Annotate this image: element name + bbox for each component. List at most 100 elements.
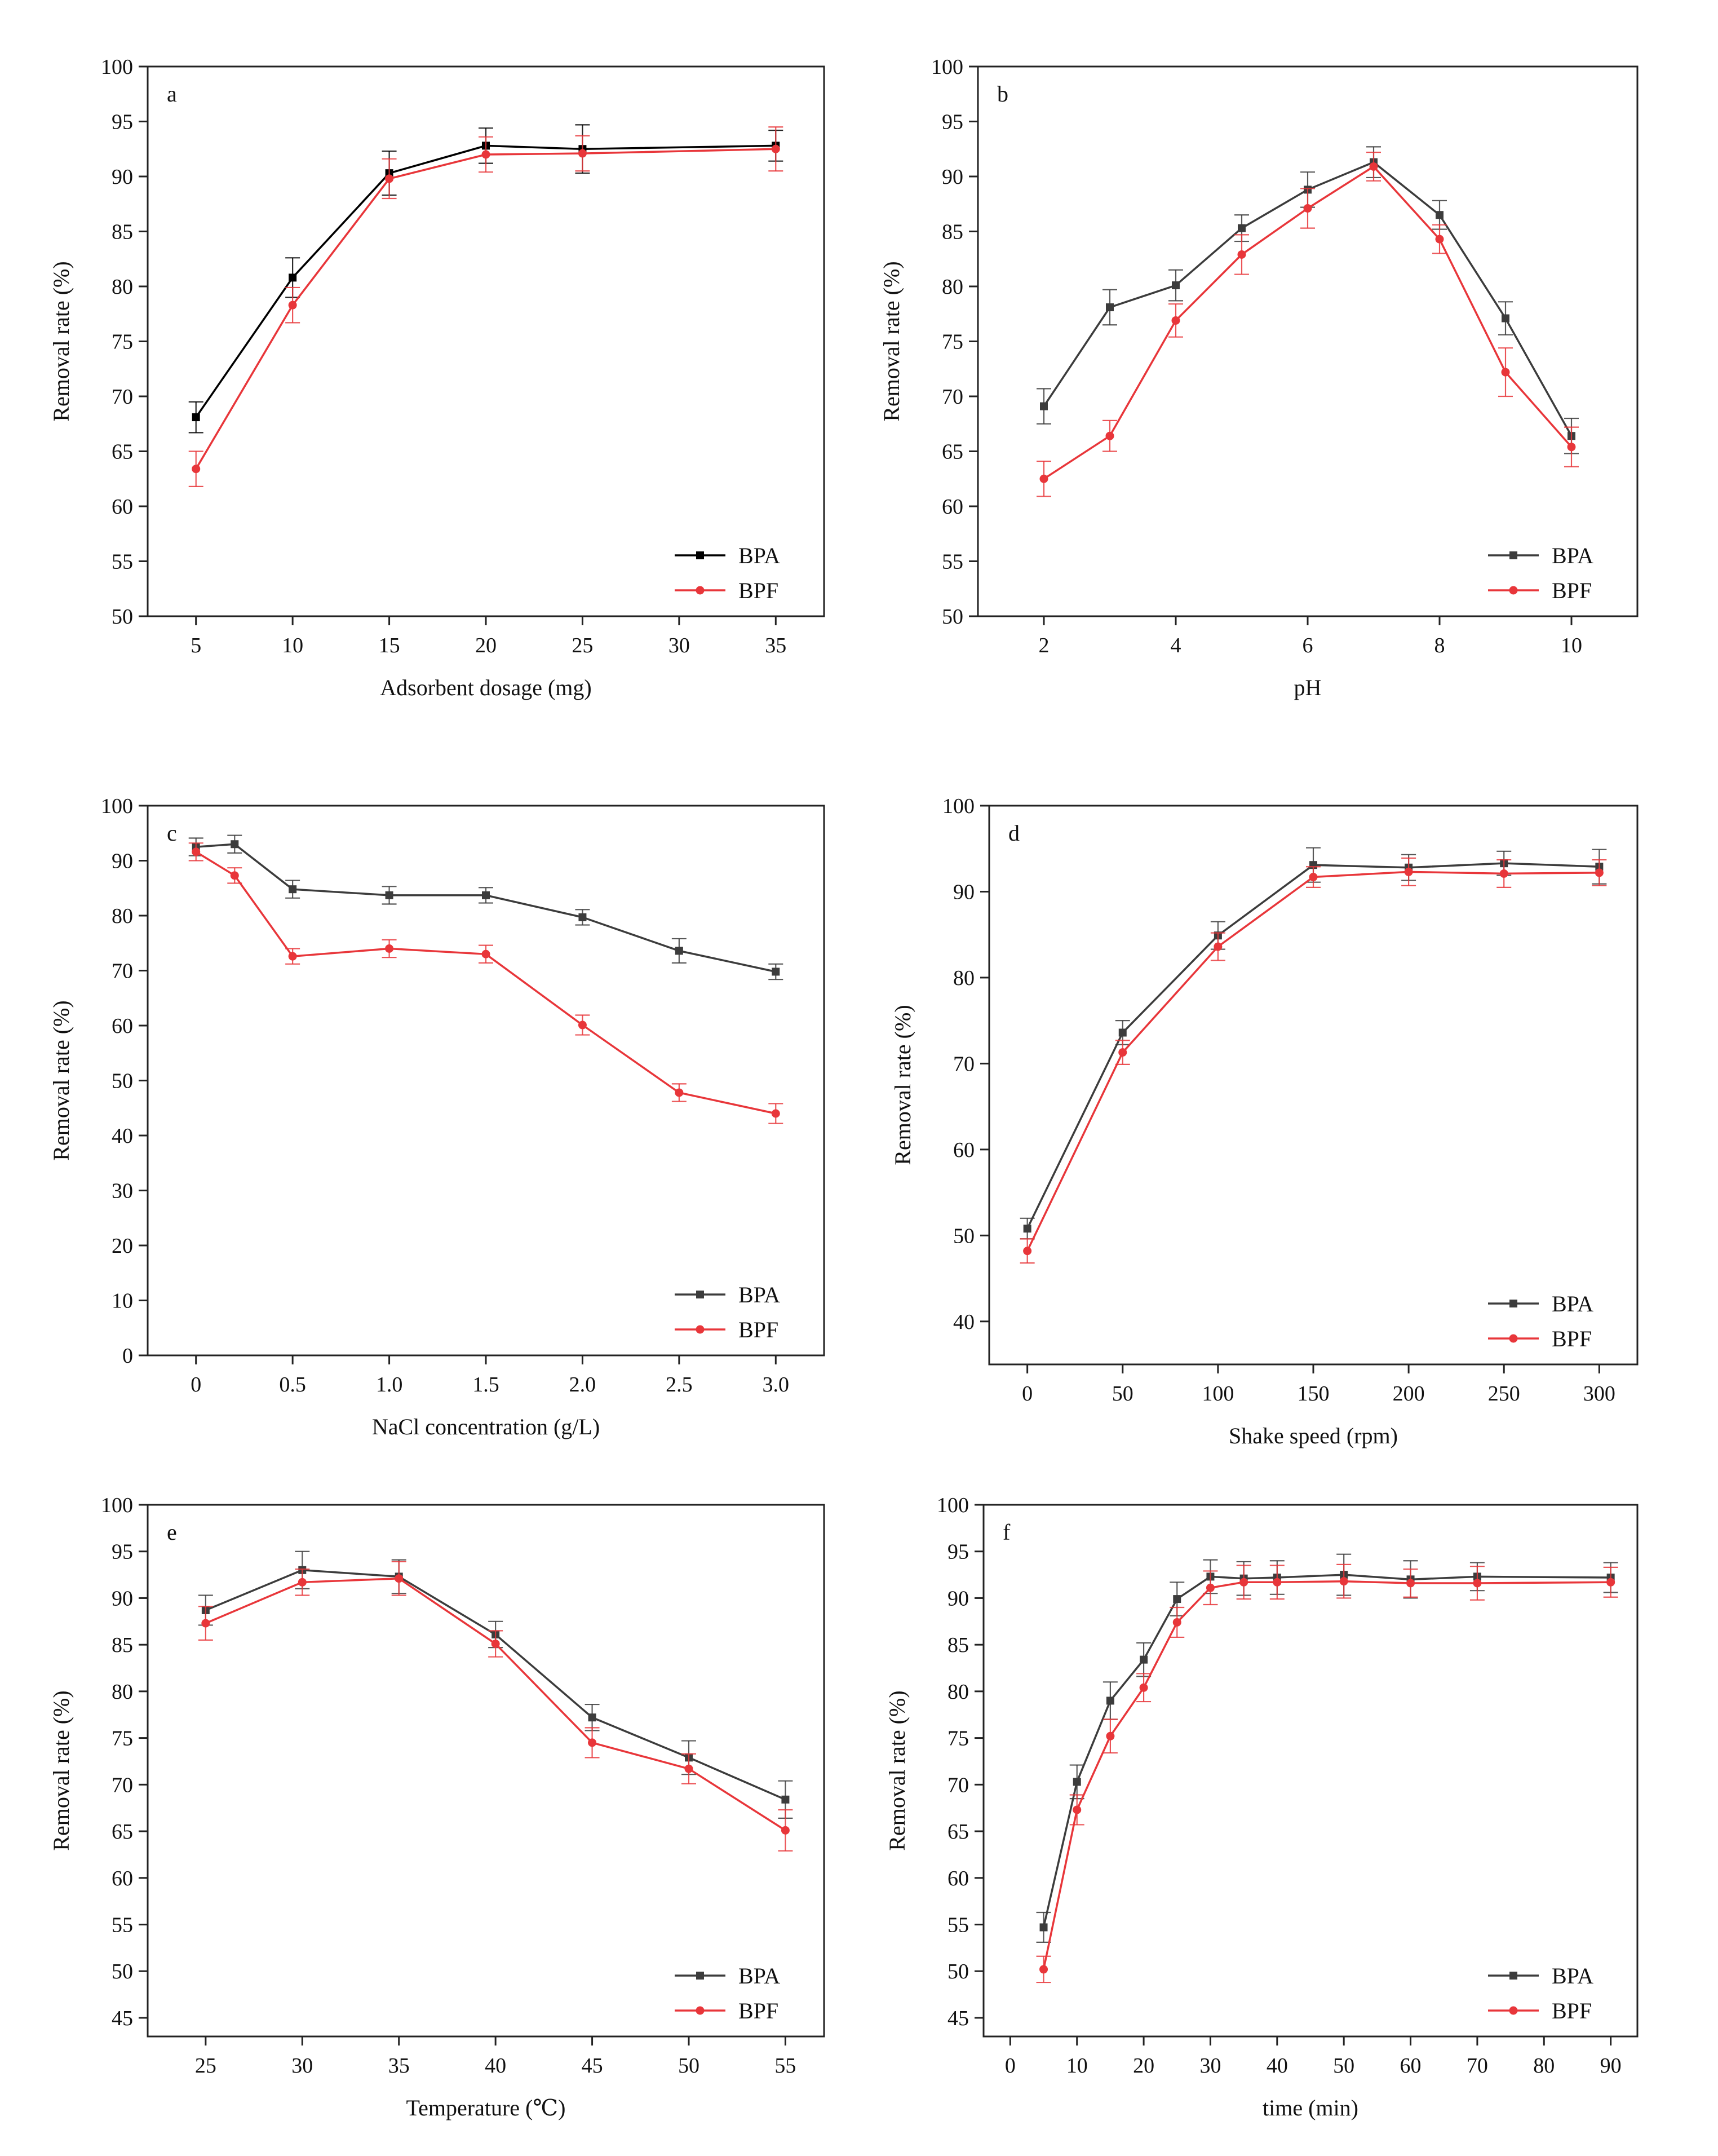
y-tick-label: 50 [112,1070,133,1093]
data-point [1118,1028,1127,1037]
y-axis-label: Removal rate (%) [48,1690,74,1850]
series-bpf [1036,1563,1618,1983]
x-tick-label: 6 [1303,634,1313,657]
data-point [192,413,200,422]
panel-letter: d [1008,820,1020,846]
data-point [1073,1805,1082,1814]
legend-item-bpf: BPF [675,578,778,603]
data-point [231,840,239,849]
y-tick-label: 55 [112,550,133,574]
data-point [1206,1583,1215,1592]
x-tick-label: 3.0 [763,1373,790,1397]
y-tick-label: 90 [112,1587,133,1610]
chart-panel-c: 0 10 20 30 40 50 60 70 80 90 100 0 0.5 1.0 1.5 2.0 2.5 3.… [48,794,825,1439]
data-point [1435,235,1444,244]
y-tick-label: 60 [942,495,963,519]
y-tick-label: 100 [937,1494,969,1517]
plot-frame [977,65,1639,617]
legend-marker [696,551,704,559]
series-line [1042,1580,1611,1970]
legend-marker [696,1291,704,1298]
chart-panel-b: 50 55 60 65 70 75 80 85 90 95 100 2 4 6 8 10 pH Removal r… [879,55,1639,700]
legend: BPA BPF [1488,543,1593,603]
legend-label: BPA [1552,543,1593,568]
legend-item-bpa: BPA [675,1963,780,1989]
x-tick-label: 20 [1133,2054,1154,2078]
legend-label: BPF [1552,1998,1592,2024]
panel-letter: b [997,81,1008,107]
data-point [1499,869,1508,878]
data-point [481,150,490,159]
y-tick-label: 55 [947,1913,969,1937]
y-axis-label: Removal rate (%) [890,1005,915,1165]
x-tick-label: 250 [1488,1382,1520,1406]
data-point [1073,1778,1081,1786]
x-tick-label: 20 [475,634,497,657]
y-tick-label: 60 [947,1867,969,1890]
x-tick-label: 50 [1333,2054,1354,2078]
data-point [1273,1578,1282,1587]
data-point [684,1764,693,1773]
x-tick-label: 40 [485,2054,506,2078]
legend-marker [696,1325,705,1334]
data-point [298,1578,307,1587]
x-tick-label: 10 [1561,634,1582,657]
legend-label: BPA [738,543,780,568]
y-tick-label: 90 [947,1587,969,1610]
y-tick-label: 50 [953,1224,975,1248]
data-point [578,913,587,921]
data-point [1105,431,1114,440]
legend-label: BPF [1552,1326,1592,1351]
data-point [588,1713,596,1722]
legend-item-bpa: BPA [1488,1963,1593,1989]
data-point [1039,1923,1048,1932]
y-tick-label: 60 [112,495,133,519]
data-point [289,273,297,282]
series-bpf [188,842,783,1124]
y-tick-label: 50 [112,1960,133,1983]
data-point [1023,1247,1032,1256]
data-point [230,871,239,880]
data-point [1406,1579,1415,1588]
y-tick-label: 80 [953,966,975,990]
legend-label: BPA [1552,1291,1593,1316]
y-tick-label: 80 [112,904,133,928]
y-tick-label: 75 [947,1727,969,1751]
x-tick-label: 1.0 [376,1373,403,1397]
x-tick-label: 0.5 [279,1373,306,1397]
y-tick-label: 70 [112,1773,133,1797]
legend-item-bpf: BPF [1488,1998,1592,2024]
series-bpf [188,126,783,488]
y-tick-label: 55 [112,1913,133,1937]
legend-marker [1509,2006,1518,2015]
data-point [385,174,394,183]
x-tick-label: 80 [1533,2054,1555,2078]
x-tick-label: 70 [1467,2054,1488,2078]
y-tick-label: 75 [942,330,963,354]
data-point [385,891,393,899]
y-axis-label: Removal rate (%) [879,261,904,421]
data-point [1567,443,1576,452]
data-point [482,891,490,899]
legend-label: BPF [738,1317,778,1342]
data-point [1436,211,1444,219]
chart-panel-d: 40 50 60 70 80 90 100 0 50 100 150 200 250 300 Shake s… [890,794,1639,1448]
y-tick-label: 30 [112,1179,133,1203]
panel-letter: c [167,820,177,846]
y-tick-label: 90 [953,880,975,904]
legend-item-bpa: BPA [675,543,780,568]
data-point [1404,867,1413,876]
x-tick-label: 300 [1583,1382,1615,1406]
series-line [195,851,776,1115]
x-tick-label: 2.5 [666,1373,693,1397]
y-tick-label: 0 [122,1344,133,1368]
x-tick-label: 50 [1112,1382,1133,1406]
x-tick-label: 50 [678,2054,699,2078]
legend-item-bpf: BPF [1488,1326,1592,1351]
data-point [1040,402,1048,410]
series-line [205,1577,786,1831]
data-point [1139,1683,1148,1692]
x-tick-label: 150 [1298,1382,1330,1406]
y-tick-label: 50 [947,1960,969,1983]
x-tick-label: 30 [1199,2054,1221,2078]
